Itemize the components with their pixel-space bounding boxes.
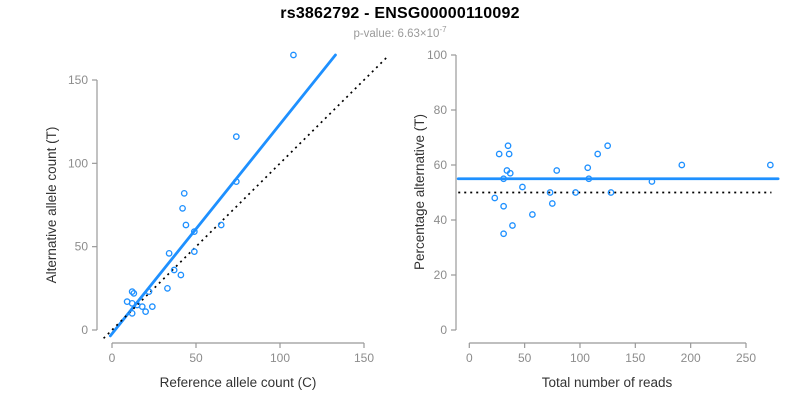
figure-subtitle: p-value: 6.63×10-7 (0, 25, 800, 40)
data-point (495, 150, 503, 158)
data-point (504, 142, 512, 150)
data-point (190, 228, 198, 236)
data-point (607, 189, 615, 196)
y-tick-label: 20 (434, 268, 448, 282)
x-tick-label: 150 (354, 351, 374, 365)
right-yaxis-title: Percentage alternative (T) (412, 114, 427, 270)
data-point (128, 288, 136, 296)
x-tick-label: 100 (270, 351, 290, 365)
figure-title: rs3862792 - ENSG00000110092 (280, 5, 520, 22)
data-point (509, 222, 516, 229)
x-tick-label: 50 (518, 351, 532, 365)
data-point (506, 169, 514, 177)
data-point (548, 200, 556, 207)
y-tick-label: 150 (68, 73, 88, 87)
left-yaxis-title: Alternative allele count (T) (44, 127, 59, 284)
data-point (142, 308, 149, 316)
data-point (145, 288, 153, 296)
y-tick-label: 80 (434, 103, 448, 117)
identity-line (103, 56, 388, 339)
data-point (179, 204, 186, 212)
data-point (572, 189, 579, 196)
y-tick-label: 0 (81, 323, 88, 337)
x-tick-label: 250 (736, 351, 756, 365)
data-point (180, 189, 188, 197)
data-point (519, 183, 526, 191)
data-point (585, 175, 593, 183)
x-tick-label: 50 (189, 351, 203, 365)
left-xaxis-title: Reference allele count (C) (160, 375, 317, 390)
data-point (529, 211, 536, 218)
right-plot: 0 50 100 150 200 250 0 20 40 60 80 100 (427, 48, 780, 365)
data-point (678, 161, 686, 169)
data-point (217, 221, 225, 229)
data-point (500, 175, 507, 183)
data-point (232, 133, 240, 141)
data-point (491, 194, 499, 202)
x-tick-label: 150 (625, 351, 645, 365)
data-point (594, 150, 602, 158)
data-point (128, 309, 136, 317)
data-point (182, 221, 190, 229)
x-tick-label: 100 (570, 351, 590, 365)
p-value-text: p-value: 6.63×10 (353, 27, 440, 40)
data-point (505, 150, 513, 158)
data-point (177, 271, 185, 279)
fit-line (108, 53, 337, 338)
x-tick-label: 200 (681, 351, 701, 365)
y-tick-label: 100 (427, 48, 447, 62)
data-point (190, 248, 198, 256)
data-point (546, 189, 554, 196)
data-point (148, 303, 156, 311)
data-point (164, 284, 171, 292)
data-point (165, 249, 173, 257)
data-point (584, 164, 592, 172)
data-point (500, 202, 507, 210)
y-tick-label: 0 (440, 323, 447, 337)
data-point (500, 230, 507, 238)
y-tick-label: 60 (434, 158, 448, 172)
data-point (604, 142, 612, 150)
left-plot: 0 50 100 150 0 50 100 150 (68, 51, 388, 365)
y-tick-label: 100 (68, 156, 88, 170)
data-point (130, 289, 138, 297)
data-point (170, 266, 178, 274)
data-point (648, 178, 656, 185)
data-point (138, 303, 146, 311)
x-tick-label: 0 (466, 351, 473, 365)
y-tick-label: 50 (75, 240, 89, 254)
p-value-exponent: -7 (439, 25, 447, 34)
data-point (290, 51, 297, 59)
data-point (232, 178, 240, 186)
y-tick-label: 40 (434, 213, 448, 227)
x-tick-label: 0 (109, 351, 116, 365)
data-point (766, 161, 774, 169)
data-point (553, 167, 561, 174)
right-xaxis-title: Total number of reads (542, 375, 673, 390)
